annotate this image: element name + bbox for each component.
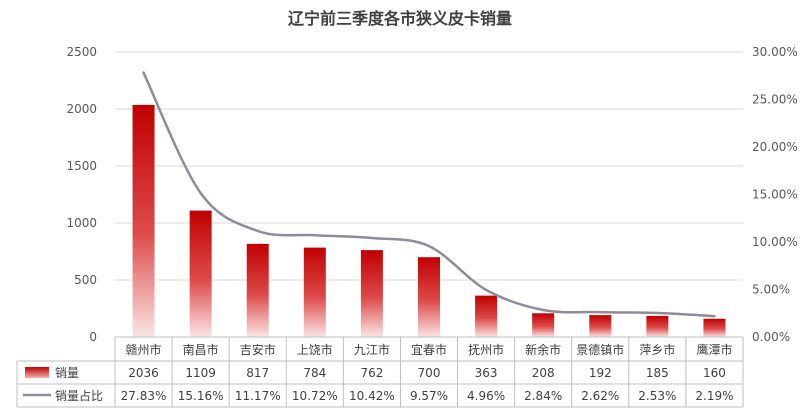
data-label: 185 <box>646 366 669 380</box>
data-label: 10.42% <box>349 389 395 403</box>
y-right-tick-label: 0.00% <box>752 330 790 344</box>
data-label: 9.57% <box>410 389 448 403</box>
data-label: 2036 <box>128 366 159 380</box>
bar <box>703 318 726 337</box>
y-left-tick-label: 0 <box>89 330 97 344</box>
data-label: 208 <box>532 366 555 380</box>
category-label: 九江市 <box>354 342 390 357</box>
series-line-ratio <box>142 71 716 318</box>
category-label: 萍乡市 <box>639 342 675 357</box>
data-label: 363 <box>475 366 498 380</box>
bar <box>189 210 212 337</box>
data-label: 15.16% <box>178 389 224 403</box>
category-label: 鹰潭市 <box>696 342 732 357</box>
category-label: 吉安市 <box>240 342 276 357</box>
bar <box>532 313 555 337</box>
legend-swatch-bar <box>25 367 49 378</box>
chart-title: 辽宁前三季度各市狭义皮卡销量 <box>288 9 512 28</box>
bar <box>132 104 155 337</box>
y-right-tick-label: 5.00% <box>752 283 790 297</box>
y-right-tick-label: 30.00% <box>752 45 798 59</box>
bar <box>589 315 612 337</box>
data-label: 192 <box>589 366 612 380</box>
y-left-tick-label: 500 <box>74 273 97 287</box>
bar <box>418 257 440 337</box>
bar <box>475 295 498 337</box>
legend-label: 销量占比 <box>55 388 103 403</box>
data-label: 11.17% <box>235 389 281 403</box>
y-right-tick-label: 10.00% <box>752 235 798 249</box>
category-label: 南昌市 <box>183 342 219 357</box>
category-label: 宜春市 <box>411 342 447 357</box>
category-label: 景德镇市 <box>576 342 624 357</box>
data-label: 2.53% <box>638 389 676 403</box>
y-right-tick-label: 20.00% <box>752 140 798 154</box>
y-right-tick-label: 25.00% <box>752 93 798 107</box>
y-left-tick-label: 1500 <box>66 159 97 173</box>
data-label: 27.83% <box>121 389 167 403</box>
data-label: 2.19% <box>695 389 733 403</box>
bar <box>646 315 669 337</box>
data-label: 10.72% <box>292 389 338 403</box>
legend-label: 销量 <box>55 366 79 380</box>
data-label: 4.96% <box>467 389 505 403</box>
y-right-tick-label: 15.00% <box>752 188 798 202</box>
bar <box>360 250 383 337</box>
category-label: 赣州市 <box>126 342 162 357</box>
category-label: 新余市 <box>525 342 561 357</box>
y-left-tick-label: 2000 <box>66 102 97 116</box>
y-left-tick-label: 1000 <box>66 216 97 230</box>
data-label: 700 <box>418 366 441 380</box>
bar <box>246 243 269 337</box>
data-label: 817 <box>246 366 269 380</box>
data-label: 784 <box>303 366 326 380</box>
bar <box>303 247 326 337</box>
category-label: 抚州市 <box>468 342 504 357</box>
data-label: 1109 <box>185 366 216 380</box>
data-label: 160 <box>703 366 726 380</box>
data-label: 2.84% <box>524 389 562 403</box>
category-label: 上饶市 <box>297 342 333 357</box>
data-label: 762 <box>360 366 383 380</box>
data-label: 2.62% <box>581 389 619 403</box>
y-left-tick-label: 2500 <box>66 45 97 59</box>
